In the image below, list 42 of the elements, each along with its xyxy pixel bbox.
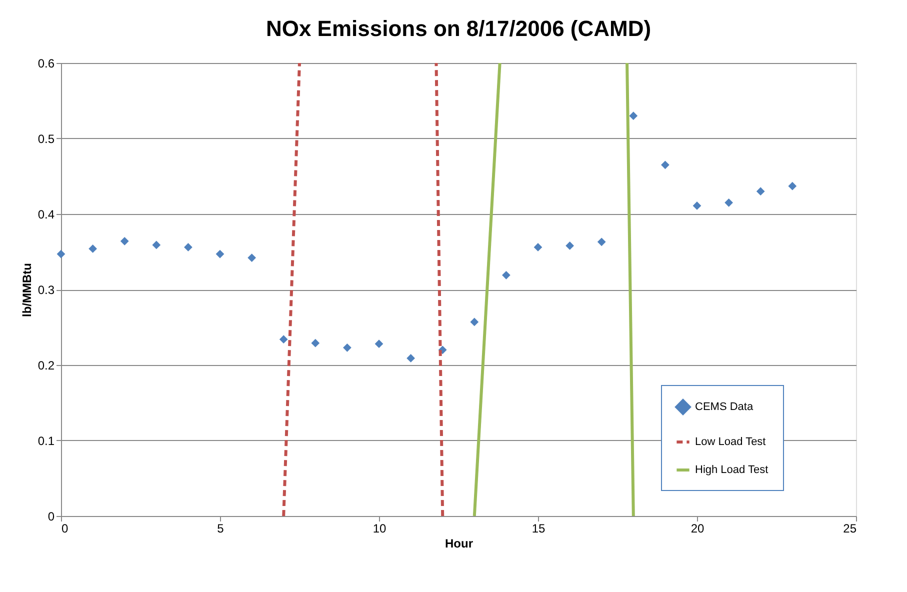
y-tick-label: 0.5: [38, 132, 55, 146]
y-tick-label: 0.3: [38, 283, 55, 297]
point: [692, 202, 702, 210]
legend-label: High Load Test: [695, 464, 768, 476]
point: [597, 238, 606, 246]
x-tick-label: 15: [532, 522, 546, 536]
legend-label: CEMS Data: [695, 401, 754, 413]
point: [374, 340, 384, 348]
point: [470, 318, 479, 326]
point: [724, 198, 733, 207]
x-tick-label: 5: [217, 522, 224, 536]
x-tick-label: 25: [843, 522, 857, 536]
x-tick-label: 0: [62, 522, 68, 536]
y-tick-label: 0.6: [38, 56, 55, 70]
point: [343, 343, 352, 352]
point: [311, 338, 320, 348]
point: [216, 250, 224, 258]
point: [279, 335, 288, 344]
legend-label: Low Load Test: [695, 436, 766, 448]
point: [629, 112, 638, 120]
point: [534, 243, 542, 252]
x-tick-label: 20: [690, 522, 704, 536]
point: [566, 242, 574, 250]
y-tick-label: 0.1: [38, 434, 55, 448]
point: [661, 160, 670, 170]
y-tick-label: 0: [48, 510, 55, 524]
y-tick-label: 0.2: [38, 358, 55, 372]
point: [756, 187, 765, 196]
point: [502, 270, 510, 280]
point: [152, 240, 161, 250]
x-axis-title: Hour: [445, 536, 474, 550]
chart-title: NOx Emissions on 8/17/2006 (CAMD): [266, 16, 652, 41]
point: [788, 182, 797, 190]
y-axis-title: lb/MMBtu: [20, 263, 34, 317]
point: [88, 244, 97, 253]
point: [56, 250, 66, 258]
x-tick-label: 10: [372, 522, 386, 536]
y-tick-label: 0.4: [38, 208, 55, 222]
point: [406, 354, 415, 362]
point: [184, 243, 192, 252]
point: [248, 254, 256, 262]
point: [120, 236, 129, 246]
